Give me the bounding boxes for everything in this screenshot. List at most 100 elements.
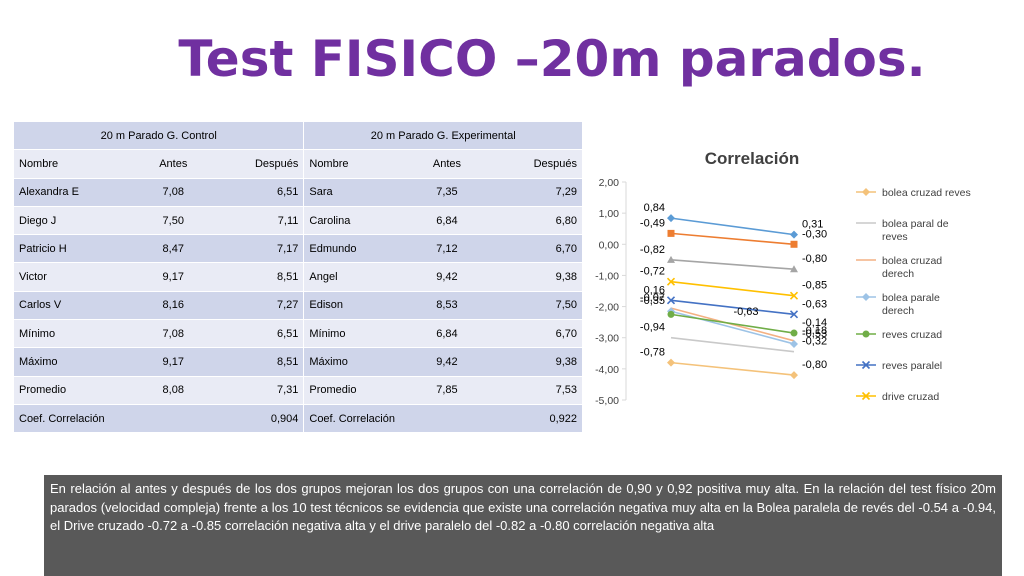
table-cell: 7,53	[482, 376, 582, 405]
y-tick-label: -1,00	[595, 270, 619, 282]
y-tick-label: -4,00	[595, 364, 619, 376]
table-cell: Promedio	[303, 376, 412, 405]
results-table: 20 m Parado G. Control 20 m Parado G. Ex…	[14, 122, 582, 434]
footer-label-control: Coef. Correlación	[14, 404, 208, 434]
table-cell: 9,17	[139, 262, 208, 292]
col-header: Después	[207, 149, 304, 179]
series-line	[670, 280, 795, 297]
table-cell: 8,16	[139, 291, 208, 321]
data-label: 0,31	[802, 219, 823, 231]
column-header-row: Nombre Antes Después Nombre Antes Despué…	[14, 149, 582, 179]
table-cell: 7,17	[207, 234, 304, 264]
legend-label: drive cruzad	[882, 391, 939, 403]
data-label: -0,32	[802, 336, 827, 348]
table-row: Máximo 9,17 8,51 Máximo 9,42 9,38	[14, 347, 582, 377]
table-body: Alexandra E 7,08 6,51 Sara 7,35 7,29 Diego J 7,…	[14, 178, 582, 405]
table-cell: Máximo	[303, 347, 412, 377]
table-cell: 9,42	[411, 347, 483, 377]
data-point	[666, 277, 676, 286]
group-header-experimental: 20 m Parado G. Experimental	[303, 122, 582, 151]
series-line	[670, 313, 795, 334]
table-cell: Patricio H	[14, 234, 140, 264]
table-cell: 7,35	[411, 178, 483, 207]
data-label: -0,80	[802, 359, 827, 371]
data-point	[790, 230, 798, 239]
table-cell: Mínimo	[14, 319, 140, 349]
legend-item: drive cruzad	[856, 391, 939, 403]
table-cell: 7,29	[482, 178, 582, 207]
col-header: Antes	[139, 149, 208, 179]
legend-label: reves paralel	[882, 360, 942, 372]
table-cell: Máximo	[14, 347, 140, 377]
data-point	[790, 240, 798, 248]
data-label: -0,72	[640, 266, 665, 278]
table-cell: 9,42	[411, 262, 483, 292]
y-tick-label: 1,00	[599, 208, 620, 220]
data-point	[667, 358, 675, 367]
col-header: Después	[482, 149, 582, 179]
table-cell: Edmundo	[303, 234, 412, 264]
data-label: -0,63	[802, 298, 827, 310]
table-cell: Victor	[14, 262, 140, 292]
table-row: Victor 9,17 8,51 Angel 9,42 9,38	[14, 262, 582, 292]
series-lines	[666, 214, 799, 380]
table-cell: Edison	[303, 291, 412, 321]
chart-annotation: -0,63	[733, 306, 758, 318]
y-axis: 2,00 1,00 0,00 -1,00 -2,00 -3,00 -4,00 -5,00	[595, 177, 626, 407]
footer-value-control: 0,904	[207, 404, 304, 434]
table-cell: 8,51	[207, 262, 304, 292]
table-cell: 8,51	[207, 347, 304, 377]
table-cell: 7,85	[411, 376, 483, 405]
table-row: Diego J 7,50 7,11 Carolina 6,84 6,80	[14, 206, 582, 236]
legend-marker	[862, 188, 870, 196]
data-point	[667, 255, 675, 263]
data-point	[667, 310, 675, 318]
table-row: Carlos V 8,16 7,27 Edison 8,53 7,50	[14, 291, 582, 321]
footer-label-experimental: Coef. Correlación	[303, 404, 483, 434]
data-label: -0,94	[640, 322, 665, 334]
col-header: Nombre	[14, 149, 140, 179]
data-point	[790, 339, 798, 348]
table-cell: 7,08	[139, 178, 208, 207]
y-tick-label: 0,00	[599, 239, 620, 251]
data-point	[789, 310, 799, 319]
series-line	[670, 299, 795, 316]
table-cell: 8,53	[411, 291, 483, 321]
data-label: -0,78	[640, 347, 665, 359]
table-cell: Angel	[303, 262, 412, 292]
table-cell: 7,12	[411, 234, 483, 264]
data-point	[790, 371, 798, 380]
y-tick-label: 2,00	[599, 177, 620, 189]
legend-marker	[861, 391, 871, 401]
legend-label: bolea cruzad derech	[882, 255, 942, 280]
table-cell: 6,84	[411, 206, 483, 236]
table-cell: 7,50	[139, 206, 208, 236]
legend-item: bolea parale derech	[856, 292, 940, 317]
table-cell: Diego J	[14, 206, 140, 236]
data-labels: -0,78 -0,80 -0,94 -0,32 -0,07 -0,18 -0,35 -0,53…	[640, 202, 827, 371]
summary-note: En relación al antes y después de los do…	[44, 475, 1002, 576]
data-label: 0,84	[644, 202, 665, 214]
data-label: -0,82	[640, 244, 665, 256]
table-cell: Carolina	[303, 206, 412, 236]
data-label: -0,49	[640, 217, 665, 229]
data-point	[789, 291, 799, 300]
table-cell: 7,31	[207, 376, 304, 405]
legend-item: reves cruzad	[856, 329, 942, 341]
table-cell: 7,11	[207, 206, 304, 236]
table-cell: Sara	[303, 178, 412, 207]
group-header-control: 20 m Parado G. Control	[14, 122, 304, 151]
table-cell: 8,08	[139, 376, 208, 405]
series-line	[670, 336, 795, 353]
series-line	[670, 361, 795, 376]
legend-item: reves paralel	[856, 360, 942, 372]
table-cell: 6,70	[482, 234, 582, 264]
chart-legend: bolea cruzad reves bolea paral de reves bol…	[856, 187, 971, 403]
legend-label: bolea paral de reves	[882, 218, 949, 243]
series-line	[670, 259, 795, 270]
table-cell: 9,17	[139, 347, 208, 377]
group-header-row: 20 m Parado G. Control 20 m Parado G. Ex…	[14, 122, 582, 151]
table-cell: 6,80	[482, 206, 582, 236]
y-tick-label: -5,00	[595, 395, 619, 407]
correlation-chart: Correlación 2,00 1,00 0,00 -1,00 -2,00 -3,00 -…	[595, 149, 971, 407]
